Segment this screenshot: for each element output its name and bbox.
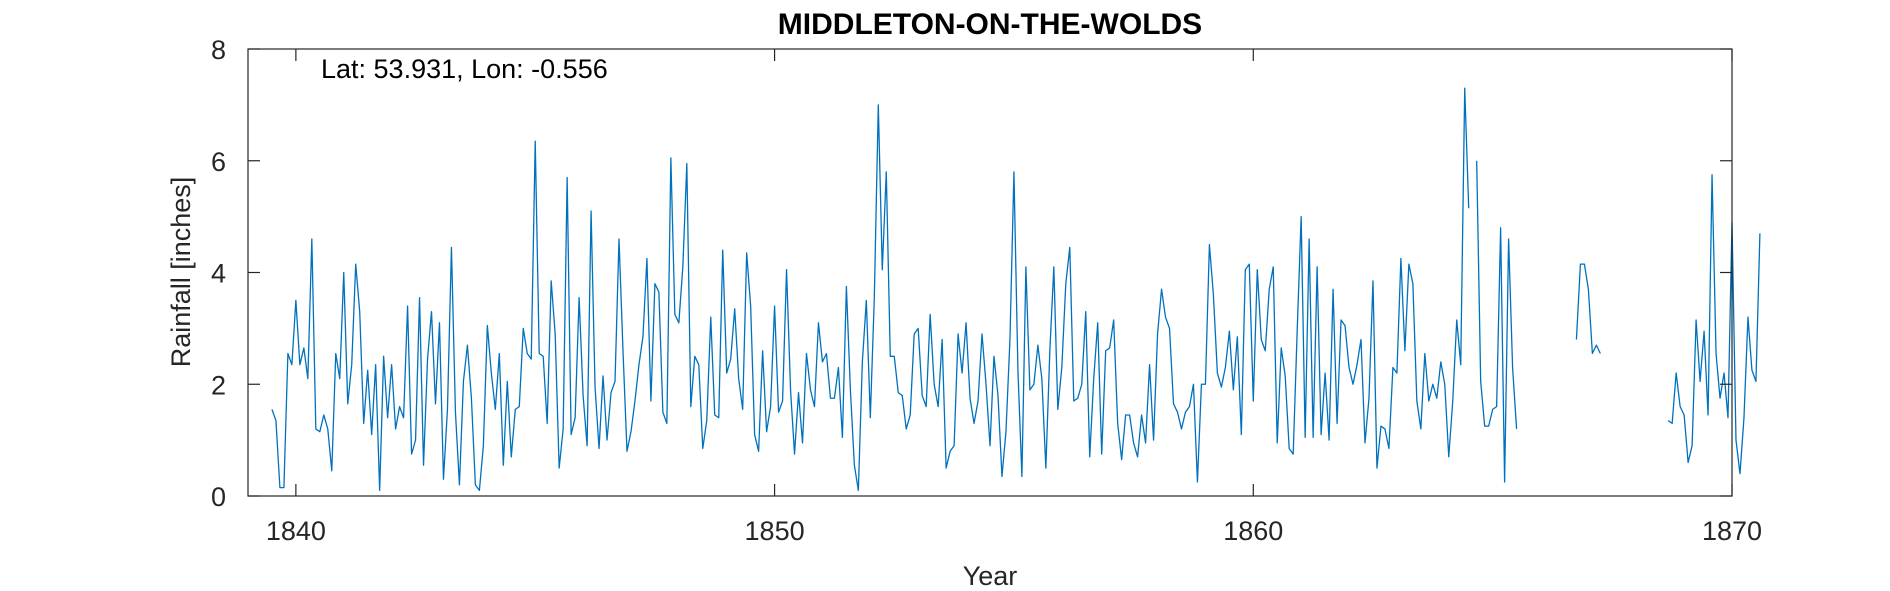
chart-title: MIDDLETON-ON-THE-WOLDS	[778, 8, 1202, 41]
y-tick-label: 8	[211, 35, 226, 65]
x-tick-label: 1870	[1702, 516, 1762, 546]
x-tick-label: 1850	[745, 516, 805, 546]
series-layer	[271, 87, 1761, 492]
tick-layer: 1840 1850 1860 1870 0 2 4 6 8	[211, 35, 1762, 546]
rainfall-series-line	[271, 87, 1761, 492]
y-axis-label: Rainfall [inches]	[166, 177, 196, 368]
location-annotation: Lat: 53.931, Lon: -0.556	[321, 54, 608, 84]
y-tick-label: 2	[211, 370, 226, 400]
x-tick-label: 1840	[266, 516, 326, 546]
x-tick-label: 1860	[1223, 516, 1283, 546]
y-tick-label: 6	[211, 147, 226, 177]
y-tick-label: 4	[211, 259, 226, 289]
x-axis-label: Year	[963, 561, 1018, 591]
y-tick-label: 0	[211, 482, 226, 512]
